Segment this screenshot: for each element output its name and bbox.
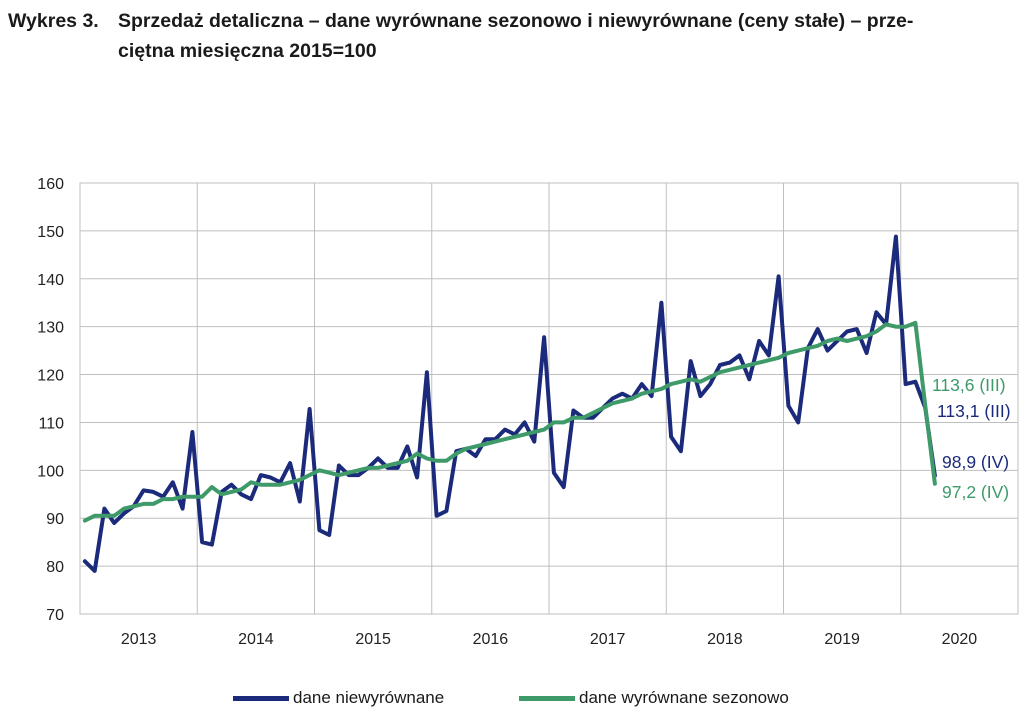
x-tick-label: 2020: [942, 631, 978, 648]
chart-title-line1: Sprzedaż detaliczna – dane wyrównane sez…: [118, 10, 914, 32]
data-label: 97,2 (IV): [942, 482, 1009, 502]
chart-legend: dane niewyrównane dane wyrównane sezonow…: [0, 686, 1024, 716]
series-line-adjusted: [82, 320, 937, 523]
legend-item-unadjusted: dane niewyrównane: [233, 688, 444, 708]
legend-item-adjusted: dane wyrównane sezonowo: [519, 688, 789, 708]
y-tick-label: 160: [37, 176, 64, 193]
y-tick-label: 120: [37, 368, 64, 385]
chart-title-number: Wykres 3.: [8, 10, 99, 32]
x-tick-label: 2015: [355, 631, 391, 648]
y-tick-label: 130: [37, 320, 64, 337]
legend-label-adjusted: dane wyrównane sezonowo: [579, 688, 789, 707]
legend-swatch-unadjusted: [233, 695, 289, 701]
x-tick-label: 2019: [824, 631, 860, 648]
data-label: 113,6 (III): [932, 375, 1006, 395]
x-tick-label: 2014: [238, 631, 274, 648]
y-tick-label: 100: [37, 463, 64, 480]
x-tick-label: 2017: [590, 631, 626, 648]
y-tick-label: 80: [46, 559, 64, 576]
chart-title-text: Sprzedaż detaliczna – dane wyrównane sez…: [118, 6, 1018, 66]
y-tick-label: 150: [37, 224, 64, 241]
x-tick-label: 2018: [707, 631, 743, 648]
legend-swatch-adjusted: [519, 695, 575, 701]
y-tick-label: 70: [46, 607, 64, 624]
x-tick-label: 2016: [473, 631, 509, 648]
data-label: 113,1 (III): [937, 401, 1011, 421]
legend-label-unadjusted: dane niewyrównane: [293, 688, 445, 707]
chart-title-line2: ciętna miesięczna 2015=100: [118, 40, 377, 62]
x-tick-label: 2013: [121, 631, 157, 648]
line-chart: 70 80 90 100 110 120 130 140 150 160 2013 2014 2015 2…: [37, 176, 1019, 648]
y-tick-label: 140: [37, 272, 64, 289]
data-label: 98,9 (IV): [942, 452, 1009, 472]
y-tick-label: 110: [38, 415, 64, 432]
series-line-unadjusted: [82, 234, 937, 573]
y-tick-label: 90: [46, 511, 64, 528]
